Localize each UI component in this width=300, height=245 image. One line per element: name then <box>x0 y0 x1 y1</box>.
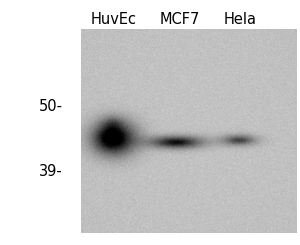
Text: Hela: Hela <box>224 12 256 27</box>
Text: HuvEc: HuvEc <box>91 12 137 27</box>
Text: 50-: 50- <box>39 99 63 114</box>
Text: 39-: 39- <box>39 164 63 179</box>
Text: MCF7: MCF7 <box>160 12 200 27</box>
